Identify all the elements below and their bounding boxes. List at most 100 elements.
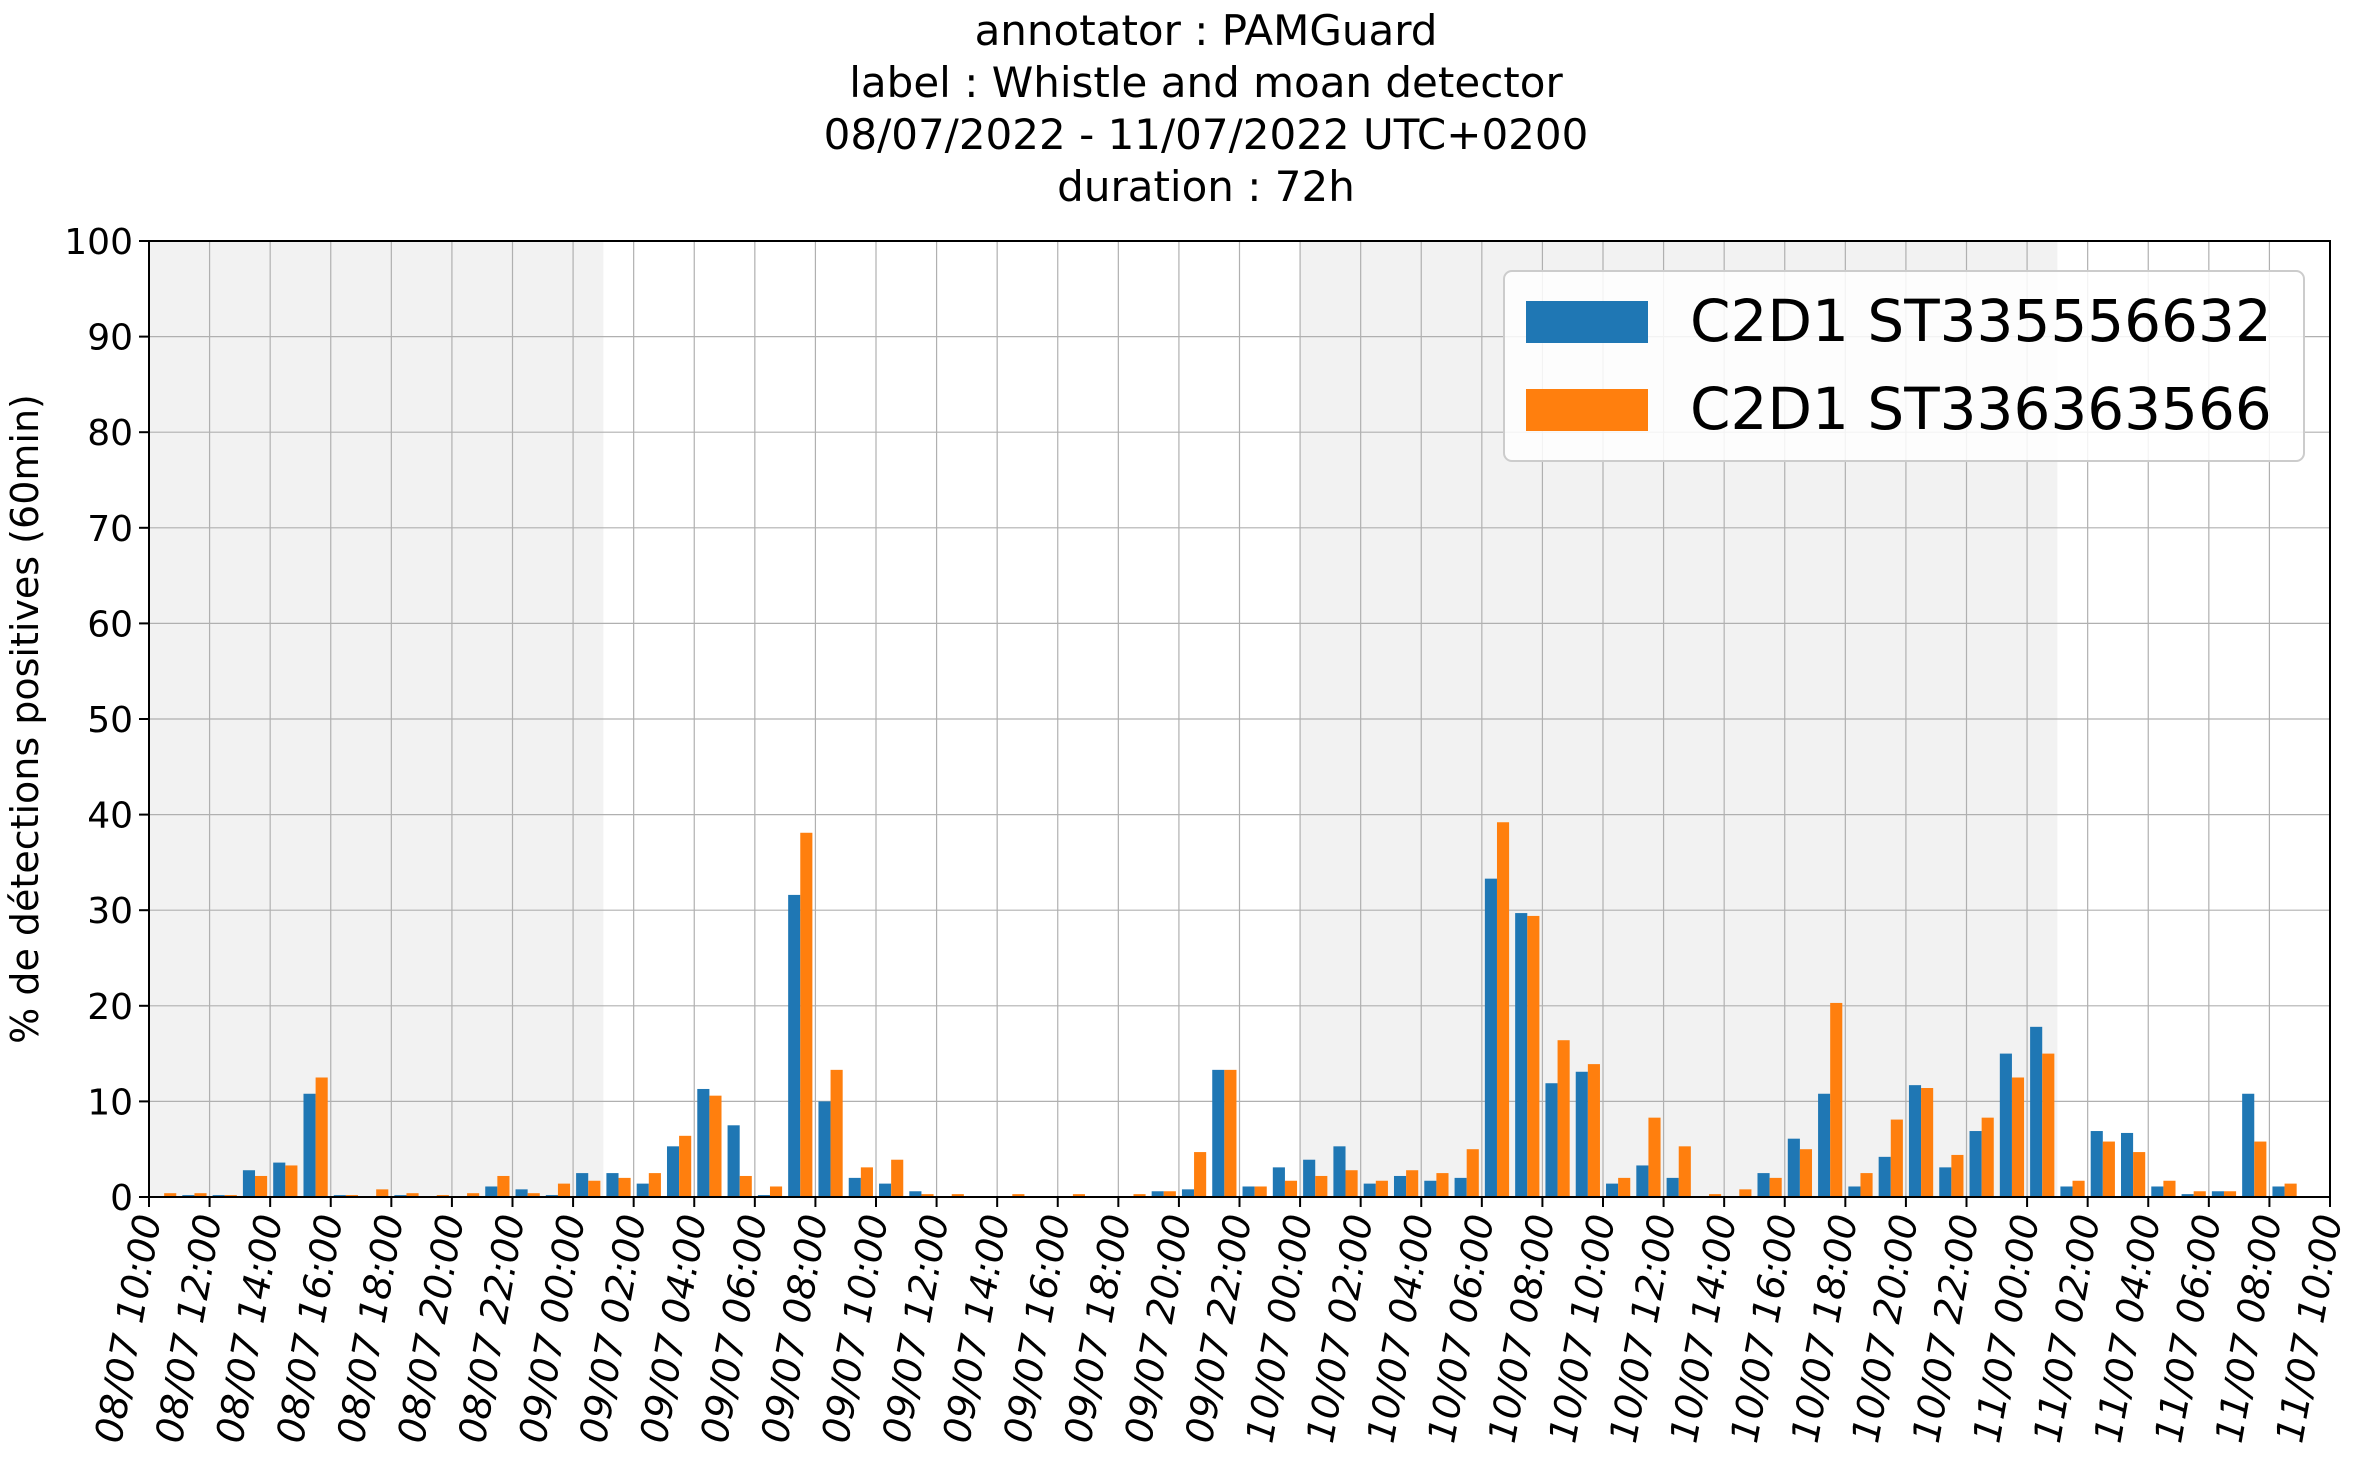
bar — [2151, 1186, 2164, 1197]
bar — [1012, 1194, 1025, 1197]
y-tick-label: 50 — [87, 700, 133, 741]
bar — [315, 1077, 328, 1197]
bar — [2242, 1093, 2255, 1197]
bar — [1951, 1154, 1964, 1197]
legend-swatch — [1526, 389, 1648, 431]
bar — [788, 894, 801, 1197]
bar — [1496, 822, 1510, 1197]
bar — [273, 1162, 286, 1197]
bar — [1466, 1149, 1479, 1197]
bar — [1436, 1173, 1449, 1197]
bar — [1333, 1146, 1346, 1197]
bar — [1981, 1117, 1994, 1197]
legend: C2D1 ST335556632 C2D1 ST336363566 — [1503, 270, 2305, 462]
bar — [1212, 1069, 1225, 1197]
y-tick-label: 20 — [87, 987, 133, 1028]
y-tick-label: 30 — [87, 891, 133, 932]
bar — [1254, 1186, 1267, 1197]
bar — [1939, 1167, 1952, 1197]
bar — [1315, 1175, 1328, 1197]
bar — [527, 1193, 540, 1197]
bar — [1163, 1191, 1176, 1197]
bar — [606, 1173, 619, 1197]
bar — [2193, 1191, 2206, 1197]
bar — [2072, 1180, 2085, 1197]
y-tick-label: 80 — [87, 413, 133, 454]
bar — [1878, 1156, 1891, 1197]
bar — [636, 1183, 649, 1197]
bar — [1454, 1177, 1467, 1197]
bar — [830, 1069, 843, 1197]
bar — [648, 1173, 661, 1197]
bar — [818, 1101, 831, 1197]
bar — [1818, 1093, 1831, 1197]
bar — [727, 1125, 740, 1197]
y-axis-ticks: 0 10 20 30 40 50 60 70 80 90 100 — [64, 222, 149, 1219]
bar — [2254, 1141, 2267, 1197]
bar — [2272, 1186, 2285, 1197]
bar — [951, 1194, 964, 1197]
bar — [697, 1088, 710, 1197]
bar — [1636, 1165, 1649, 1197]
bar — [1072, 1194, 1086, 1197]
bar — [255, 1175, 268, 1197]
bar — [2090, 1131, 2103, 1197]
bar — [2211, 1191, 2224, 1197]
bar — [2042, 1053, 2055, 1197]
bar — [1194, 1152, 1207, 1197]
bar — [921, 1194, 934, 1197]
title-line: 08/07/2022 - 11/07/2022 UTC+0200 — [824, 110, 1589, 159]
bar — [800, 832, 813, 1197]
bar — [1375, 1180, 1388, 1197]
bar — [709, 1095, 722, 1197]
bar — [891, 1159, 904, 1197]
bar — [2120, 1132, 2134, 1197]
bar — [1424, 1180, 1437, 1197]
bar — [2060, 1186, 2073, 1197]
title-line: annotator : PAMGuard — [975, 6, 1438, 55]
bar — [1799, 1149, 1813, 1197]
bar — [164, 1193, 177, 1197]
bar — [909, 1191, 922, 1197]
bar — [1890, 1119, 1903, 1197]
bar — [679, 1135, 692, 1197]
bar — [1709, 1194, 1722, 1197]
title-line: duration : 72h — [1057, 162, 1355, 211]
bar — [1739, 1189, 1752, 1197]
legend-box — [1503, 270, 2305, 462]
bar — [1151, 1191, 1164, 1197]
bar — [769, 1186, 783, 1197]
bar — [879, 1183, 892, 1197]
bar — [1830, 1002, 1843, 1197]
bar — [860, 1167, 873, 1197]
bar — [497, 1175, 510, 1197]
bar — [1908, 1085, 1922, 1197]
bar — [285, 1165, 298, 1197]
bar — [666, 1146, 680, 1197]
bar — [2163, 1180, 2176, 1197]
y-tick-label: 100 — [64, 222, 133, 263]
bar — [485, 1186, 498, 1197]
bar — [1999, 1053, 2012, 1197]
y-tick-label: 10 — [87, 1082, 133, 1123]
bar — [1921, 1088, 1934, 1197]
bar — [1515, 913, 1528, 1197]
bar — [2133, 1152, 2146, 1197]
bar — [1860, 1173, 1873, 1197]
bar — [194, 1193, 207, 1197]
y-tick-label: 40 — [87, 796, 133, 837]
bar — [1133, 1194, 1146, 1197]
legend-label: C2D1 ST336363566 — [1690, 375, 2272, 443]
bar — [515, 1189, 528, 1197]
y-tick-label: 70 — [87, 509, 133, 550]
bar — [406, 1193, 419, 1197]
bar — [1666, 1177, 1679, 1197]
y-tick-label: 0 — [110, 1178, 133, 1219]
bar — [1363, 1183, 1376, 1197]
bar — [303, 1093, 316, 1197]
bar — [1557, 1040, 1570, 1197]
bar — [2284, 1183, 2297, 1197]
chart-title: annotator : PAMGuard label : Whistle and… — [824, 6, 1589, 211]
